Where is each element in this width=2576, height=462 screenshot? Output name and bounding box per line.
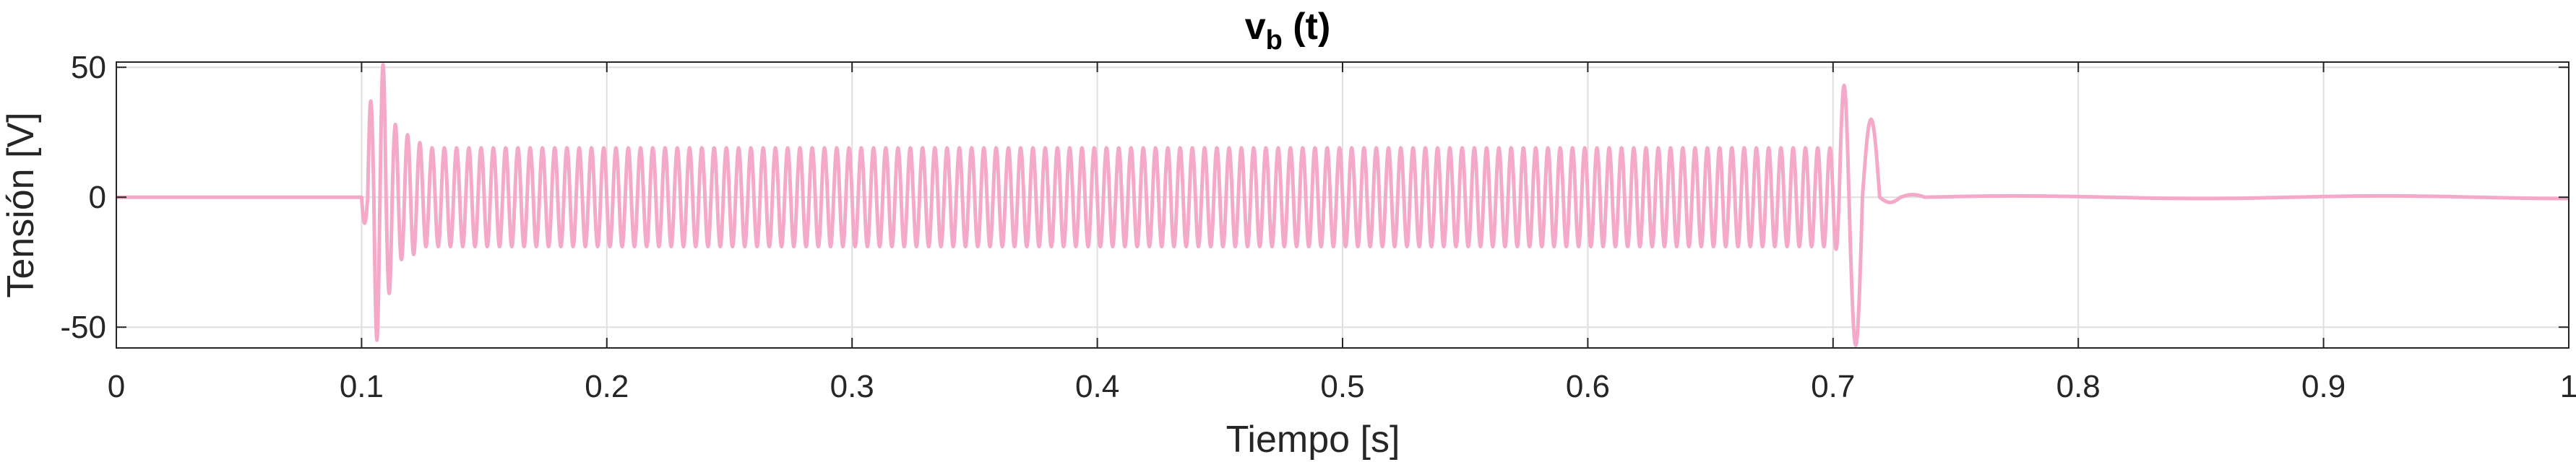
x-tick-label: 0.7 xyxy=(1811,369,1855,404)
x-tick-label: 0.6 xyxy=(1566,369,1610,404)
series-layer xyxy=(116,63,2569,347)
x-tick-label: 0.5 xyxy=(1320,369,1364,404)
chart-title: vb (t) xyxy=(1245,6,1331,56)
x-tick-labels: 0 0.1 0.2 0.3 0.4 0.5 0.6 0.7 0.8 0.9 1 xyxy=(108,369,2576,404)
x-tick-label: 0.3 xyxy=(830,369,874,404)
y-tick-label: 0 xyxy=(89,180,106,215)
x-tick-label: 0.1 xyxy=(340,369,384,404)
series-line-vb xyxy=(116,63,2569,347)
y-axis-label: Tensión [V] xyxy=(0,112,42,297)
x-tick-label: 1 xyxy=(2560,369,2576,404)
x-tick-label: 0.2 xyxy=(585,369,629,404)
y-tick-labels: -50 0 50 xyxy=(60,50,106,345)
x-tick-label: 0.8 xyxy=(2056,369,2101,404)
x-tick-label: 0.4 xyxy=(1075,369,1119,404)
y-tick-label: 50 xyxy=(71,50,106,85)
x-tick-label: 0.9 xyxy=(2301,369,2345,404)
tick-marks xyxy=(116,62,2569,348)
x-axis-label: Tiempo [s] xyxy=(1226,419,1400,461)
title-suffix: (t) xyxy=(1283,6,1330,48)
x-tick-label: 0 xyxy=(108,369,125,404)
title-subscript: b xyxy=(1266,25,1283,56)
title-main: v xyxy=(1245,6,1266,48)
y-tick-label: -50 xyxy=(60,310,106,345)
